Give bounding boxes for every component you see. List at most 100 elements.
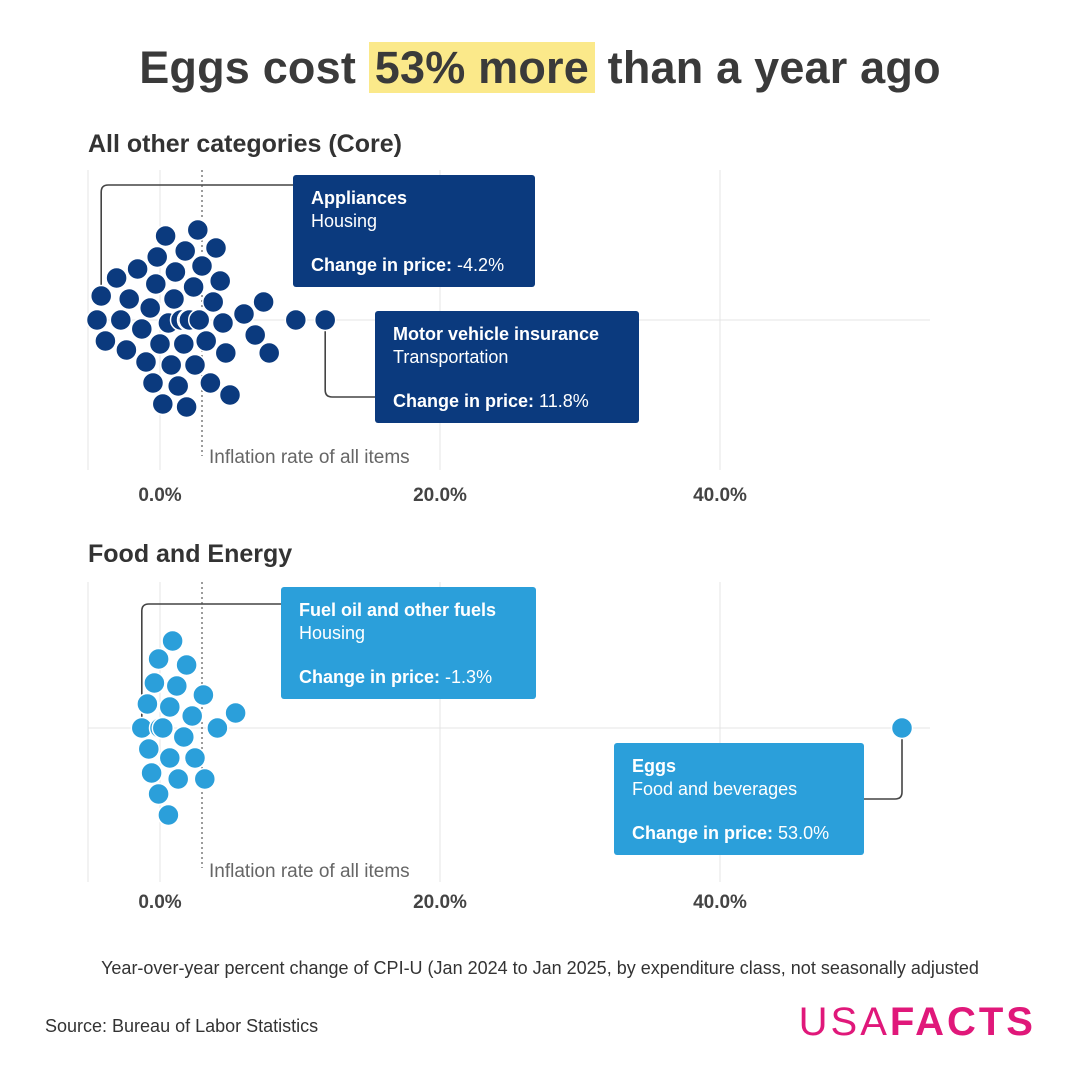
x-tick-label: 40.0% [693, 892, 747, 913]
data-point [183, 746, 207, 770]
change-value: 53.0% [778, 823, 830, 843]
callout-connector [864, 738, 903, 800]
data-point [157, 803, 180, 827]
callout-connector [100, 184, 293, 286]
data-point [175, 395, 198, 419]
change-label: Change in price: [632, 823, 774, 843]
data-point [136, 692, 159, 716]
data-point [148, 332, 172, 356]
data-point [182, 275, 205, 299]
data-point [313, 308, 337, 332]
data-point [158, 746, 182, 770]
data-point [134, 350, 158, 374]
source-note: Source: Bureau of Labor Statistics [45, 1016, 319, 1036]
callout-fuel-name: Fuel oil and other fuels [299, 600, 497, 620]
data-point [140, 761, 163, 785]
data-point [199, 371, 222, 395]
data-point [141, 371, 165, 395]
inflation-reference-label: Inflation rate of all items [209, 861, 410, 882]
data-point [224, 701, 247, 725]
data-point [194, 329, 218, 353]
callout-eggs-change: Change in price: 53.0% [632, 822, 846, 845]
callout-fuel-change: Change in price: -1.3% [299, 666, 518, 689]
data-point [105, 266, 128, 290]
callout-appliances: Appliances Housing Change in price: -4.2… [293, 175, 535, 287]
data-point [166, 767, 190, 791]
data-point [206, 716, 229, 740]
data-point [252, 290, 275, 314]
data-point [193, 767, 217, 791]
change-value: -1.3% [445, 667, 493, 687]
data-point [158, 695, 182, 719]
data-point [161, 629, 184, 653]
data-point [214, 341, 238, 365]
data-point [164, 260, 187, 284]
title-before: Eggs cost [139, 42, 369, 93]
core-chart-title: All other categories (Core) [88, 130, 402, 158]
data-point [190, 254, 214, 278]
data-point [115, 338, 138, 362]
data-point [284, 308, 308, 332]
data-point [173, 239, 197, 263]
data-point [890, 716, 914, 740]
callout-motor-change: Change in price: 11.8% [393, 390, 621, 413]
data-point [137, 737, 161, 761]
callout-fuel-category: Housing [299, 623, 366, 643]
data-point [232, 302, 256, 326]
data-point [147, 782, 170, 806]
title-after: than a year ago [594, 42, 941, 93]
callout-motor-vehicle-insurance: Motor vehicle insurance Transportation C… [375, 311, 639, 423]
data-point [143, 671, 166, 695]
usafacts-logo: USAFACTS [799, 1000, 1036, 1045]
logo-part-usa: USA [798, 1000, 890, 1044]
title-text: Eggs cost 53% more than a year ago [139, 42, 941, 93]
callout-appliances-change: Change in price: -4.2% [311, 254, 517, 277]
data-point [151, 392, 175, 416]
data-point [89, 284, 113, 308]
callout-eggs-name: Eggs [632, 756, 677, 776]
data-point [162, 287, 186, 311]
callout-connector [141, 603, 281, 718]
callout-eggs: Eggs Food and beverages Change in price:… [614, 743, 864, 855]
data-point [175, 653, 198, 677]
callout-appliances-name: Appliances [311, 188, 408, 208]
x-tick-label: 20.0% [413, 892, 467, 913]
data-point [204, 236, 228, 260]
data-point [172, 725, 196, 749]
data-point [117, 287, 141, 311]
data-point [109, 308, 133, 332]
data-point [166, 374, 190, 398]
data-point [201, 290, 225, 314]
x-tick-label: 20.0% [413, 485, 467, 506]
change-value: -4.2% [457, 255, 505, 275]
data-point [154, 224, 177, 248]
data-point [180, 704, 204, 728]
change-value: 11.8% [539, 391, 589, 411]
x-tick-label: 40.0% [693, 485, 747, 506]
callout-appliances-category: Housing [311, 211, 378, 231]
logo-part-facts: FACTS [889, 1000, 1036, 1044]
data-point [85, 308, 109, 332]
data-point [172, 332, 196, 356]
data-point [151, 716, 175, 740]
data-point [130, 317, 154, 341]
data-point [165, 674, 189, 698]
change-label: Change in price: [299, 667, 441, 687]
data-point [187, 308, 211, 332]
data-point [218, 383, 242, 407]
food-energy-chart-title: Food and Energy [88, 540, 293, 568]
callout-motor-category: Transportation [393, 347, 509, 367]
x-tick-label: 0.0% [138, 485, 181, 506]
change-label: Change in price: [393, 391, 535, 411]
data-point [145, 245, 169, 269]
data-point [257, 341, 281, 365]
data-point [144, 272, 168, 296]
data-point [211, 311, 235, 335]
callout-connector [324, 330, 375, 398]
change-label: Change in price: [311, 255, 453, 275]
data-point [159, 353, 183, 377]
chart-description: Year-over-year percent change of CPI-U (… [101, 958, 979, 978]
callout-motor-name: Motor vehicle insurance [393, 324, 600, 344]
data-point [186, 218, 210, 242]
